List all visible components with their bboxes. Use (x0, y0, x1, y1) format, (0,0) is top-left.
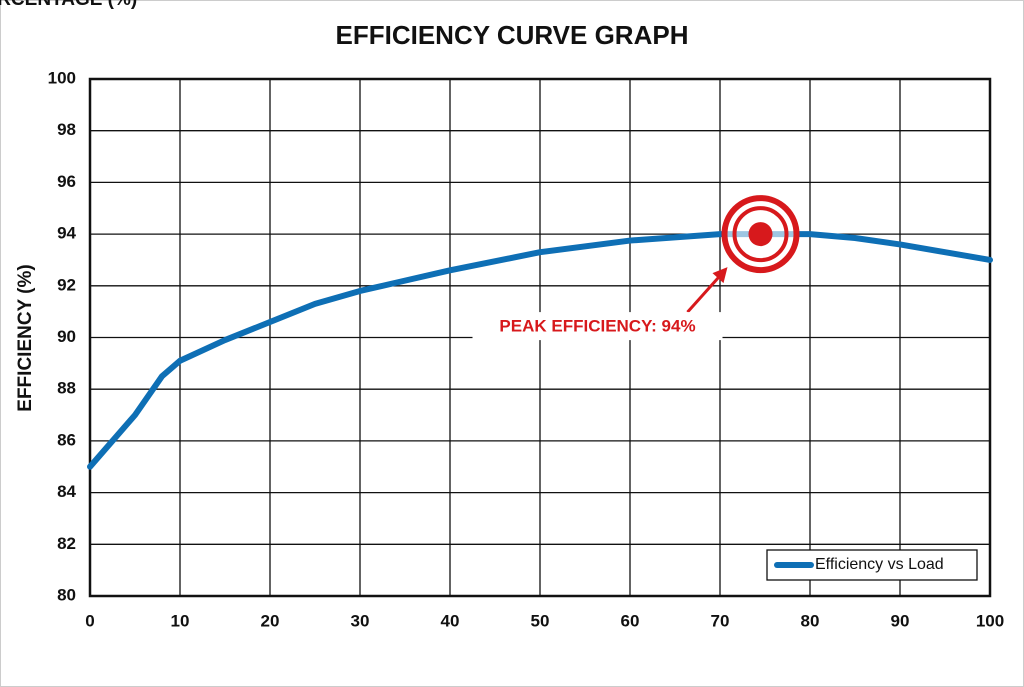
peak-point (748, 222, 773, 247)
peak-ring (732, 206, 789, 263)
x-tick-label: 0 (85, 611, 94, 630)
x-tick-label: 90 (891, 611, 910, 630)
y-tick-label: 96 (57, 172, 76, 191)
y-tick-label: 92 (57, 275, 76, 294)
annotation-label: PEAK EFFICIENCY: 94% (499, 317, 695, 336)
y-tick-label: 82 (57, 534, 76, 553)
y-tick-label: 86 (57, 430, 76, 449)
legend-label: Efficiency vs Load (815, 556, 944, 573)
y-tick-label: 88 (57, 379, 76, 398)
x-tick-label: 60 (621, 611, 640, 630)
x-tick-label: 30 (351, 611, 370, 630)
y-tick-label: 100 (48, 68, 76, 87)
x-tick-label: 20 (261, 611, 280, 630)
y-tick-label: 84 (57, 482, 76, 501)
annotation-arrowhead (712, 267, 728, 284)
x-tick-label: 100 (976, 611, 1004, 630)
x-tick-label: 10 (171, 611, 190, 630)
data-line (87, 231, 993, 470)
x-tick-label: 80 (801, 611, 820, 630)
y-axis-label: EFFICIENCY (%) (15, 264, 36, 411)
x-tick-label: 70 (711, 611, 730, 630)
x-axis-label: LOAD PERCENTAGE (%) (0, 0, 137, 10)
y-tick-label: 98 (57, 120, 76, 139)
x-tick-label: 40 (441, 611, 460, 630)
y-tick-label: 80 (57, 585, 76, 604)
annotation-background (472, 312, 723, 341)
annotation-arrow (686, 273, 723, 314)
legend-box (766, 549, 978, 581)
x-tick-label: 50 (531, 611, 550, 630)
y-tick-label: 94 (57, 224, 76, 243)
y-tick-label: 90 (57, 327, 76, 346)
plot-border (88, 77, 992, 598)
chart-title: EFFICIENCY CURVE GRAPH (336, 20, 689, 50)
